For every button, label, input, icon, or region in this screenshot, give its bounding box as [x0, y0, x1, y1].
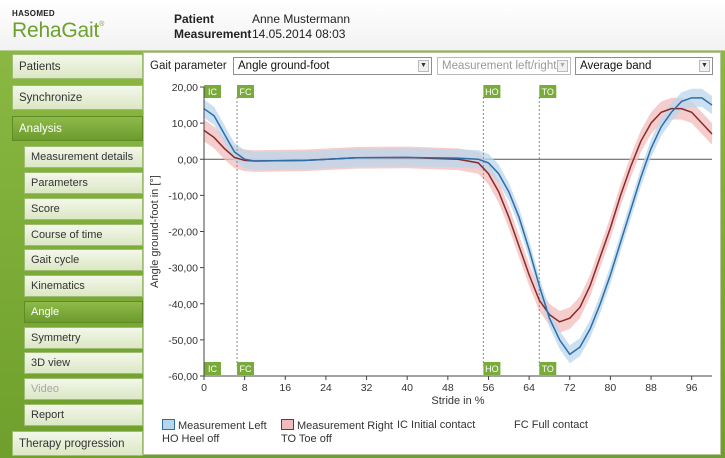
- sidebar-item-analysis[interactable]: Analysis: [12, 116, 143, 141]
- chart-lines: [203, 97, 713, 356]
- x-tick-label: 32: [361, 382, 373, 394]
- legend-right-swatch: [281, 419, 294, 430]
- chart-bands: [204, 88, 712, 364]
- sidebar-item-parameters[interactable]: Parameters: [24, 172, 143, 194]
- app-header: HASOMED RehaGait® Patient Anne Musterman…: [0, 0, 725, 51]
- event-label-ho: HO: [485, 364, 499, 374]
- legend-left-label: Measurement Left: [178, 420, 267, 432]
- series-band-1: [204, 97, 712, 333]
- gait-parameter-select[interactable]: Angle ground-foot ▼: [233, 57, 432, 75]
- y-axis-label: Angle ground-foot in [°]: [149, 175, 161, 288]
- sidebar-item-video: Video: [24, 378, 143, 400]
- sidebar-item-angle[interactable]: Angle: [24, 301, 143, 323]
- y-tick-label: 0,00: [178, 154, 199, 166]
- legend-ic: IC Initial contact: [397, 419, 476, 431]
- sidebar-item-symmetry[interactable]: Symmetry: [24, 327, 143, 349]
- patient-name: Anne Mustermann: [252, 12, 351, 26]
- legend-left: Measurement Left: [162, 419, 267, 432]
- sidebar-item-3d-view[interactable]: 3D view: [24, 352, 143, 374]
- sidebar-item-measurement-details[interactable]: Measurement details: [24, 146, 143, 168]
- y-tick-label: -40,00: [168, 299, 198, 311]
- analysis-panel: Gait parameter Angle ground-foot ▼ Measu…: [143, 52, 721, 455]
- sidebar-item-gait-cycle[interactable]: Gait cycle: [24, 249, 143, 271]
- y-tick-label: -30,00: [168, 263, 198, 275]
- sidebar-item-score[interactable]: Score: [24, 198, 143, 220]
- event-marker-fc: [237, 362, 255, 375]
- y-tick-label: 10,00: [172, 118, 198, 130]
- legend-right-label: Measurement Right: [297, 420, 393, 432]
- gait-angle-chart: IC IC FC FC HO HO TO TO 20,00 10,00 0,00 -10,00 -20…: [149, 82, 713, 407]
- chevron-down-icon[interactable]: ▼: [699, 60, 710, 72]
- x-tick-label: 24: [320, 382, 332, 394]
- legend-to: TO Toe off: [281, 433, 332, 445]
- sidebar-item-synchronize[interactable]: Synchronize: [12, 85, 143, 110]
- x-tick-label: 96: [686, 382, 698, 394]
- event-marker-ho: [483, 362, 501, 375]
- x-tick-label: 80: [605, 382, 617, 394]
- display-mode-select[interactable]: Average band ▼: [575, 57, 713, 75]
- x-tick-label: 8: [242, 382, 248, 394]
- x-tick-label: 56: [483, 382, 495, 394]
- x-tick-label: 0: [201, 382, 207, 394]
- event-label-ho: HO: [485, 87, 499, 97]
- sidebar-item-report[interactable]: Report: [24, 404, 143, 426]
- legend-fc: FC Full contact: [514, 419, 588, 431]
- event-label-ic: IC: [208, 364, 218, 374]
- series-band-0: [204, 88, 712, 364]
- event-label-to: TO: [542, 87, 554, 97]
- legend-right: Measurement Right: [281, 419, 393, 432]
- legend-ho: HO Heel off: [162, 433, 220, 445]
- app-name: RehaGait: [12, 19, 100, 42]
- y-tick-label: 20,00: [172, 82, 198, 94]
- sidebar-item-kinematics[interactable]: Kinematics: [24, 275, 143, 297]
- y-tick-label: -20,00: [168, 227, 198, 239]
- event-marker-ic: [204, 362, 221, 375]
- event-marker-fc: [237, 85, 255, 98]
- sidebar-item-therapy-progression[interactable]: Therapy progression: [12, 431, 143, 456]
- x-tick-label: 48: [442, 382, 454, 394]
- patient-label: Patient: [174, 12, 215, 26]
- side-select: Measurement left/right ▼: [437, 57, 571, 75]
- app-logo: RehaGait®: [12, 19, 104, 43]
- event-marker-ic: [204, 85, 221, 98]
- event-marker-to: [539, 362, 557, 375]
- side-select-value: Measurement left/right: [442, 60, 557, 72]
- sidebar-item-patients[interactable]: Patients: [12, 54, 143, 79]
- chevron-down-icon[interactable]: ▼: [418, 60, 429, 72]
- event-marker-to: [539, 85, 557, 98]
- gait-parameter-label: Gait parameter: [150, 60, 227, 72]
- sidebar-item-course-of-time[interactable]: Course of time: [24, 224, 143, 246]
- legend-left-swatch: [162, 419, 175, 430]
- vendor-logo: HASOMED: [12, 9, 55, 18]
- event-label-fc: FC: [240, 87, 252, 97]
- y-tick-label: -50,00: [168, 335, 198, 347]
- measurement-label: Measurement: [174, 27, 252, 41]
- sidebar-nav: Patients Synchronize Analysis Measuremen…: [8, 52, 143, 456]
- event-label-ic: IC: [208, 87, 218, 97]
- x-tick-label: 16: [279, 382, 291, 394]
- event-marker-ho: [483, 85, 501, 98]
- series-line-0: [203, 97, 713, 356]
- x-axis-label: Stride in %: [431, 395, 484, 407]
- display-mode-value: Average band: [580, 60, 652, 72]
- series-line-1: [203, 107, 713, 323]
- x-tick-label: 40: [401, 382, 413, 394]
- y-tick-label: -60,00: [168, 371, 198, 383]
- x-tick-label: 72: [564, 382, 576, 394]
- x-tick-label: 88: [645, 382, 657, 394]
- chart-events: IC IC FC FC HO HO TO TO: [203, 85, 557, 375]
- gait-parameter-value: Angle ground-foot: [238, 60, 330, 72]
- x-tick-label: 64: [523, 382, 535, 394]
- chevron-down-icon: ▼: [557, 60, 568, 72]
- trademark: ®: [99, 21, 105, 28]
- event-label-to: TO: [542, 364, 554, 374]
- event-label-fc: FC: [240, 364, 252, 374]
- y-tick-label: -10,00: [168, 190, 198, 202]
- measurement-date: 14.05.2014 08:03: [252, 27, 346, 41]
- chart-axes: 20,00 10,00 0,00 -10,00 -20,00 -30,00 -40,00 -5…: [168, 82, 712, 394]
